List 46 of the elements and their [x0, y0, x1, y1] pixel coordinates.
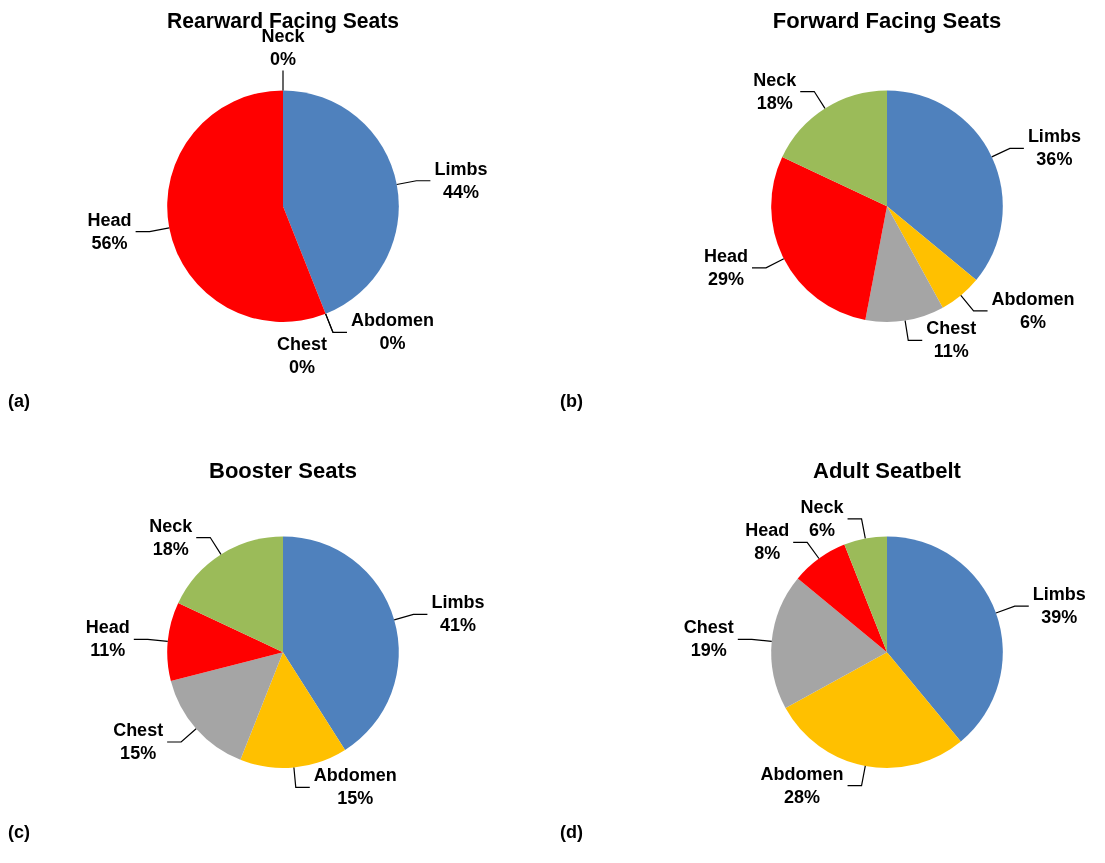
slice-label: Neck [753, 69, 798, 90]
text: (a) [8, 390, 30, 411]
data-label: 28% [784, 786, 821, 807]
text: 0% [269, 49, 297, 70]
slice-label: Abdomen [760, 763, 844, 784]
category-label: Chest [276, 334, 327, 355]
slice-label: Head [703, 245, 748, 266]
slice-label: Abdomen [313, 765, 397, 786]
slice-label: Chest [683, 617, 734, 638]
slice-label: Neck [149, 515, 194, 536]
slice-label: Head [85, 617, 130, 638]
data-label: 8% [754, 543, 781, 564]
data-label: 44% [442, 181, 479, 202]
data-label: 11% [90, 640, 126, 661]
slice-label: Chest [926, 318, 977, 339]
data-label: 15% [337, 788, 374, 809]
slice-label: Head [87, 209, 132, 230]
data-label: 6% [1020, 311, 1047, 332]
legend-label: Abdomen [350, 310, 434, 331]
text: (c) [8, 821, 30, 842]
slice-label: Head [745, 520, 790, 541]
data-label: 15% [120, 742, 157, 763]
slice-label: Abdomen [991, 288, 1075, 309]
data-label: 19% [690, 640, 727, 661]
text: (b) [560, 390, 583, 411]
data-label: 29% [707, 268, 745, 289]
data-label: 39% [1041, 607, 1078, 628]
chart-title: Adult Seatbelt [813, 458, 962, 484]
chart-title: Booster Seats [209, 458, 357, 484]
text: 0% [288, 357, 315, 378]
slice-label: Neck [800, 496, 845, 517]
text: 0% [379, 333, 406, 354]
data-label: 56% [91, 232, 128, 253]
slice-label: Limbs [434, 158, 488, 179]
data-label: 18% [152, 538, 189, 559]
slice-label: Limbs [1032, 584, 1086, 605]
slice-label: Limbs [1027, 126, 1081, 147]
data-label: 36% [1036, 149, 1073, 170]
data-label: 18% [756, 92, 793, 113]
chart-title: Forward Facing Seats [772, 8, 1002, 34]
slice-label: Chest [113, 719, 164, 740]
slice-label: Limbs [431, 592, 485, 613]
data-label: 6% [809, 519, 836, 540]
text: (d) [560, 821, 583, 842]
data-label: 11% [933, 341, 969, 362]
data-label: 41% [439, 615, 476, 636]
